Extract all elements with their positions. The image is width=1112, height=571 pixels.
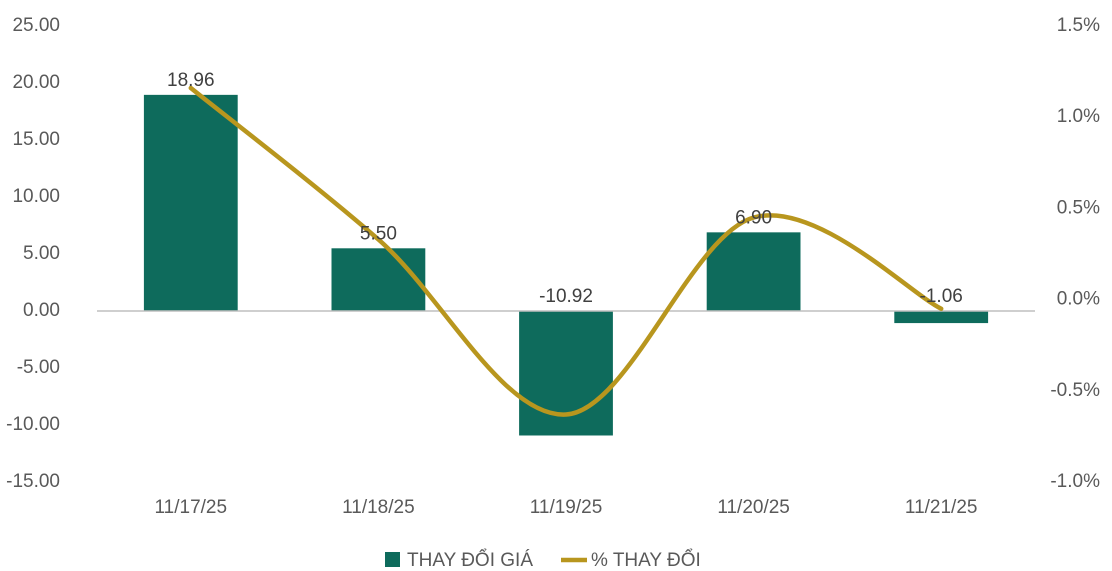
- legend-label: THAY ĐỔI GIÁ: [407, 549, 533, 571]
- data-label: 5.50: [360, 223, 397, 244]
- legend-label: % THAY ĐỔI: [591, 549, 701, 571]
- data-label: -1.06: [920, 286, 963, 307]
- y-tick-label: 10.00: [12, 186, 60, 207]
- x-tick-label: 11/21/25: [905, 497, 978, 518]
- y-tick-label: 15.00: [12, 129, 60, 150]
- bar: [331, 248, 426, 311]
- x-tick-label: 11/17/25: [155, 497, 228, 518]
- y-tick-label: 25.00: [12, 15, 60, 36]
- data-label: 6.90: [735, 207, 772, 228]
- bar: [519, 311, 613, 436]
- y2-tick-label: 1.5%: [1057, 15, 1100, 36]
- y-tick-label: -5.00: [17, 357, 60, 378]
- data-label: 18.96: [167, 70, 215, 91]
- y2-tick-label: -0.5%: [1050, 380, 1100, 401]
- x-tick-label: 11/19/25: [530, 497, 603, 518]
- y-tick-label: 5.00: [23, 243, 60, 264]
- bar: [143, 94, 238, 311]
- y-tick-label: 20.00: [12, 72, 60, 93]
- bar: [706, 232, 801, 311]
- x-tick-label: 11/18/25: [342, 497, 415, 518]
- y-tick-label: -15.00: [6, 471, 60, 492]
- y2-tick-label: 1.0%: [1057, 106, 1100, 127]
- y-tick-label: 0.00: [23, 300, 60, 321]
- y2-tick-label: 0.0%: [1057, 289, 1100, 310]
- bar: [894, 311, 989, 324]
- line: [188, 85, 944, 417]
- legend-swatch: [385, 552, 400, 567]
- data-label: -10.92: [539, 286, 593, 307]
- y2-tick-label: -1.0%: [1050, 471, 1100, 492]
- y-tick-label: -10.00: [6, 414, 60, 435]
- x-tick-label: 11/20/25: [717, 497, 790, 518]
- y2-tick-label: 0.5%: [1057, 197, 1100, 218]
